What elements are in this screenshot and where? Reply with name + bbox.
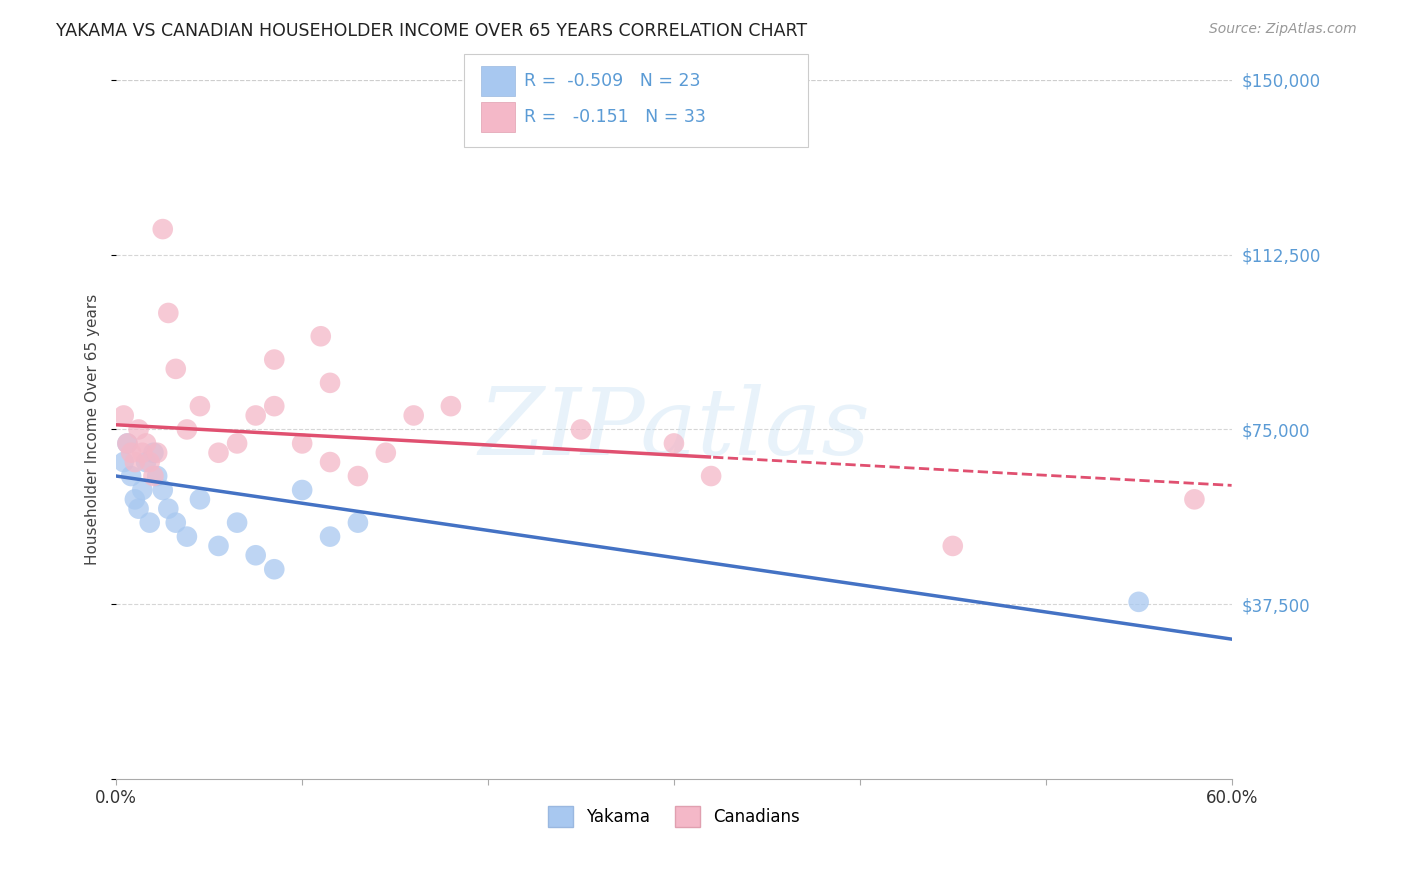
Point (124, 492, 146, 507)
Point (112, 455, 135, 469)
Point (942, 539, 965, 553)
Point (138, 455, 160, 469)
Point (120, 469, 142, 483)
Point (135, 455, 157, 469)
Point (124, 455, 146, 469)
Point (700, 469, 723, 483)
Point (138, 516, 160, 530)
Point (1128, 595, 1150, 609)
Point (226, 436, 249, 450)
Point (135, 436, 157, 450)
Point (347, 516, 370, 530)
Point (188, 399, 211, 413)
Point (207, 446, 229, 460)
Point (207, 539, 229, 553)
Point (120, 446, 142, 460)
Point (117, 436, 139, 450)
Point (226, 516, 249, 530)
Y-axis label: Householder Income Over 65 years: Householder Income Over 65 years (86, 293, 100, 565)
Point (142, 446, 165, 460)
Point (157, 306, 180, 320)
Point (152, 483, 174, 497)
Point (112, 409, 135, 423)
Text: R =   -0.151   N = 33: R = -0.151 N = 33 (524, 108, 706, 126)
Point (1184, 492, 1206, 507)
Point (131, 446, 153, 460)
Point (157, 501, 180, 516)
Point (152, 222, 174, 236)
Point (291, 436, 314, 450)
Point (347, 469, 370, 483)
Point (263, 399, 285, 413)
Text: R =  -0.509   N = 23: R = -0.509 N = 23 (524, 72, 702, 90)
Point (374, 446, 396, 460)
Point (319, 455, 342, 469)
Point (146, 469, 169, 483)
Point (142, 469, 165, 483)
Point (245, 548, 267, 562)
Point (309, 329, 332, 343)
Point (165, 362, 187, 376)
Point (291, 483, 314, 497)
Point (569, 422, 592, 436)
Point (146, 446, 169, 460)
Point (176, 530, 198, 544)
Point (263, 562, 285, 576)
Point (245, 409, 267, 423)
Point (117, 436, 139, 450)
Point (319, 376, 342, 390)
Text: YAKAMA VS CANADIAN HOUSEHOLDER INCOME OVER 65 YEARS CORRELATION CHART: YAKAMA VS CANADIAN HOUSEHOLDER INCOME OV… (56, 22, 807, 40)
Point (319, 530, 342, 544)
Text: Source: ZipAtlas.com: Source: ZipAtlas.com (1209, 22, 1357, 37)
Point (440, 399, 463, 413)
Point (662, 436, 685, 450)
Point (402, 409, 425, 423)
Point (176, 422, 198, 436)
Point (263, 352, 285, 367)
Point (131, 483, 153, 497)
Legend: Yakama, Canadians: Yakama, Canadians (541, 800, 807, 833)
Point (188, 492, 211, 507)
Point (128, 501, 150, 516)
Text: ZIPatlas: ZIPatlas (478, 384, 870, 475)
Point (128, 422, 150, 436)
Point (165, 516, 187, 530)
